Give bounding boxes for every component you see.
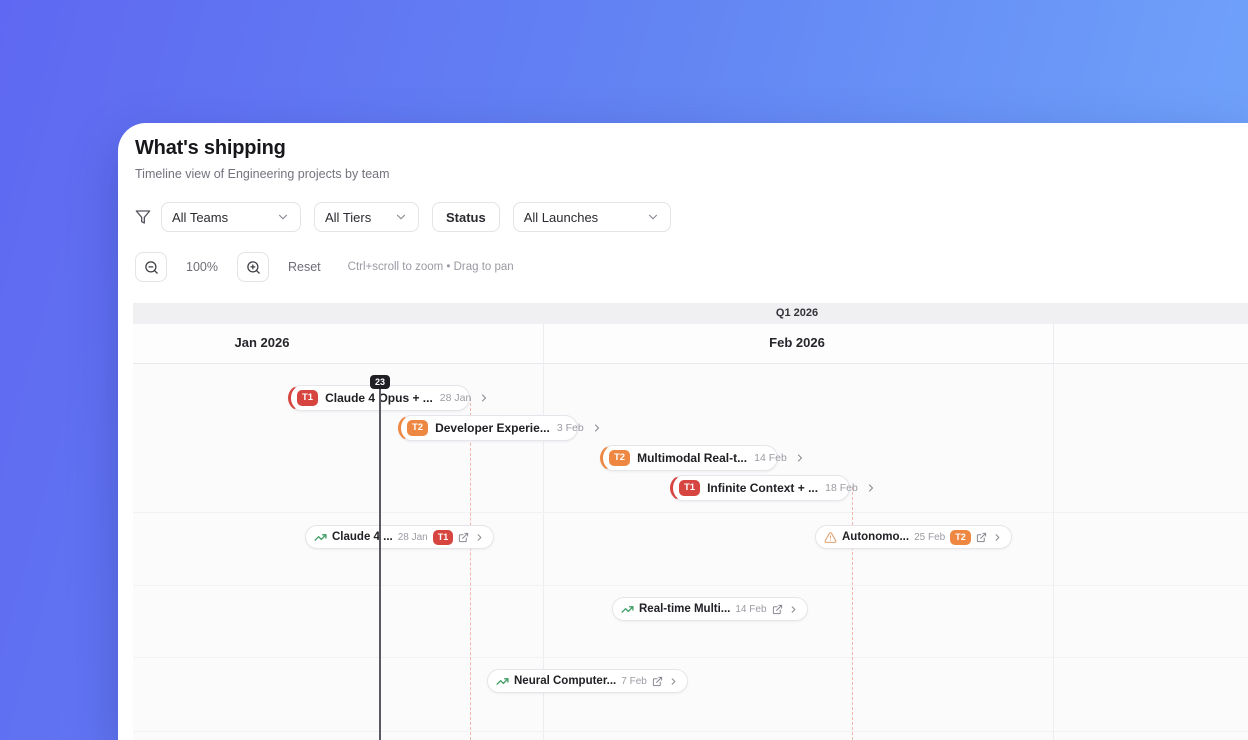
month-label-jan: Jan 2026 [234,335,290,350]
chevron-right-icon [482,394,487,402]
launch-date: 28 Jan [397,531,428,543]
tier-badge: T1 [679,480,701,496]
launch-date: 25 Feb [914,531,946,543]
zoom-out-button[interactable] [135,252,167,282]
project-bar-label: Developer Experie... [435,421,550,435]
launch-date-dashed-line [470,398,471,740]
launch-label: Autonomo... [842,531,910,543]
launch-date: 14 Feb [735,603,767,615]
month-gridline [1053,324,1054,740]
row-separator [133,585,1248,586]
launch-date-dashed-line [852,487,853,740]
launch-item[interactable]: Real-time Multi... 14 Feb [612,597,808,621]
trending-up-icon [621,605,634,613]
external-link-icon [772,604,782,614]
project-bar[interactable]: T1 Infinite Context + ... 18 Feb [670,475,873,501]
external-link-icon [459,532,469,542]
launch-date: 7 Feb [621,675,647,687]
external-link-icon [652,676,662,686]
zoom-reset-button[interactable]: Reset [288,260,321,274]
chevron-right-icon [868,484,873,492]
filter-funnel-icon [135,210,151,224]
zoom-out-icon [144,260,158,274]
launch-item[interactable]: Autonomo... 25 Feb T2 [815,525,1012,549]
quarter-band: Q1 2026 [133,303,1248,324]
status-filter-button[interactable]: Status [432,202,500,232]
launch-item[interactable]: Neural Computer... 7 Feb [487,669,688,693]
external-link-icon [976,532,986,542]
tiers-filter-select[interactable]: All Tiers [314,202,419,232]
chevron-right-icon [671,677,676,685]
launch-label: Real-time Multi... [639,603,731,615]
zoom-in-button[interactable] [237,252,269,282]
project-bar-date: 14 Feb [754,452,787,464]
chevron-down-icon [648,214,657,220]
project-bar[interactable]: T2 Developer Experie... 3 Feb [398,415,599,441]
tier-badge: T1 [432,529,454,545]
launches-filter-select[interactable]: All Launches [512,202,671,232]
today-marker-badge: 23 [370,375,390,389]
whats-shipping-panel: What's shipping Timeline view of Enginee… [118,123,1248,740]
chevron-right-icon [791,605,795,613]
tiers-filter-value: All Tiers [325,209,372,225]
trending-up-icon [314,533,327,541]
project-bar-date: 3 Feb [556,422,584,434]
zoom-bar: 100% Reset Ctrl+scroll to zoom • Drag to… [135,252,514,282]
trending-up-icon [496,677,509,685]
row-separator [133,731,1248,732]
launch-item[interactable]: Claude 4 ... 28 Jan T1 [305,525,495,549]
project-bar-label: Multimodal Real-t... [637,451,748,465]
row-separator [133,657,1248,658]
chevron-down-icon [278,214,288,220]
page-title: What's shipping [135,137,286,159]
today-marker-line [379,375,381,740]
project-bar[interactable]: T2 Multimodal Real-t... 14 Feb [600,445,802,471]
tier-badge: T2 [950,529,971,545]
project-bar-label: Claude 4 Opus + ... [325,391,433,405]
chevron-down-icon [396,214,406,220]
zoom-level-value: 100% [186,260,218,274]
zoom-hint-text: Ctrl+scroll to zoom • Drag to pan [347,261,514,273]
month-label-feb: Feb 2026 [769,335,825,350]
teams-filter-value: All Teams [172,209,229,225]
teams-filter-select[interactable]: All Teams [161,202,301,232]
launch-label: Claude 4 ... [332,531,393,543]
chevron-right-icon [477,533,482,541]
zoom-in-icon [246,260,260,274]
project-bar-date: 18 Feb [825,482,858,494]
month-band: Jan 2026 Feb 2026 [133,324,1248,364]
chevron-right-icon [995,533,1000,541]
launches-filter-value: All Launches [523,209,599,225]
quarter-label: Q1 2026 [775,307,819,319]
warning-triangle-icon [824,531,837,543]
status-filter-label: Status [446,209,486,225]
month-gridline [543,324,544,740]
project-bar-label: Infinite Context + ... [707,481,819,495]
project-bar-date: 28 Jan [439,392,472,404]
row-separator [133,512,1248,513]
filter-bar: All Teams All Tiers Status All Launches [135,202,684,232]
tier-badge: T2 [609,450,631,466]
launch-label: Neural Computer... [514,675,617,687]
tier-badge: T2 [407,420,429,436]
chevron-right-icon [594,424,599,432]
page-subtitle: Timeline view of Engineering projects by… [135,167,390,181]
chevron-right-icon [797,454,802,462]
timeline-canvas[interactable]: Q1 2026 Jan 2026 Feb 2026 23 T1 Claude 4… [133,303,1248,740]
tier-badge: T1 [297,390,319,406]
